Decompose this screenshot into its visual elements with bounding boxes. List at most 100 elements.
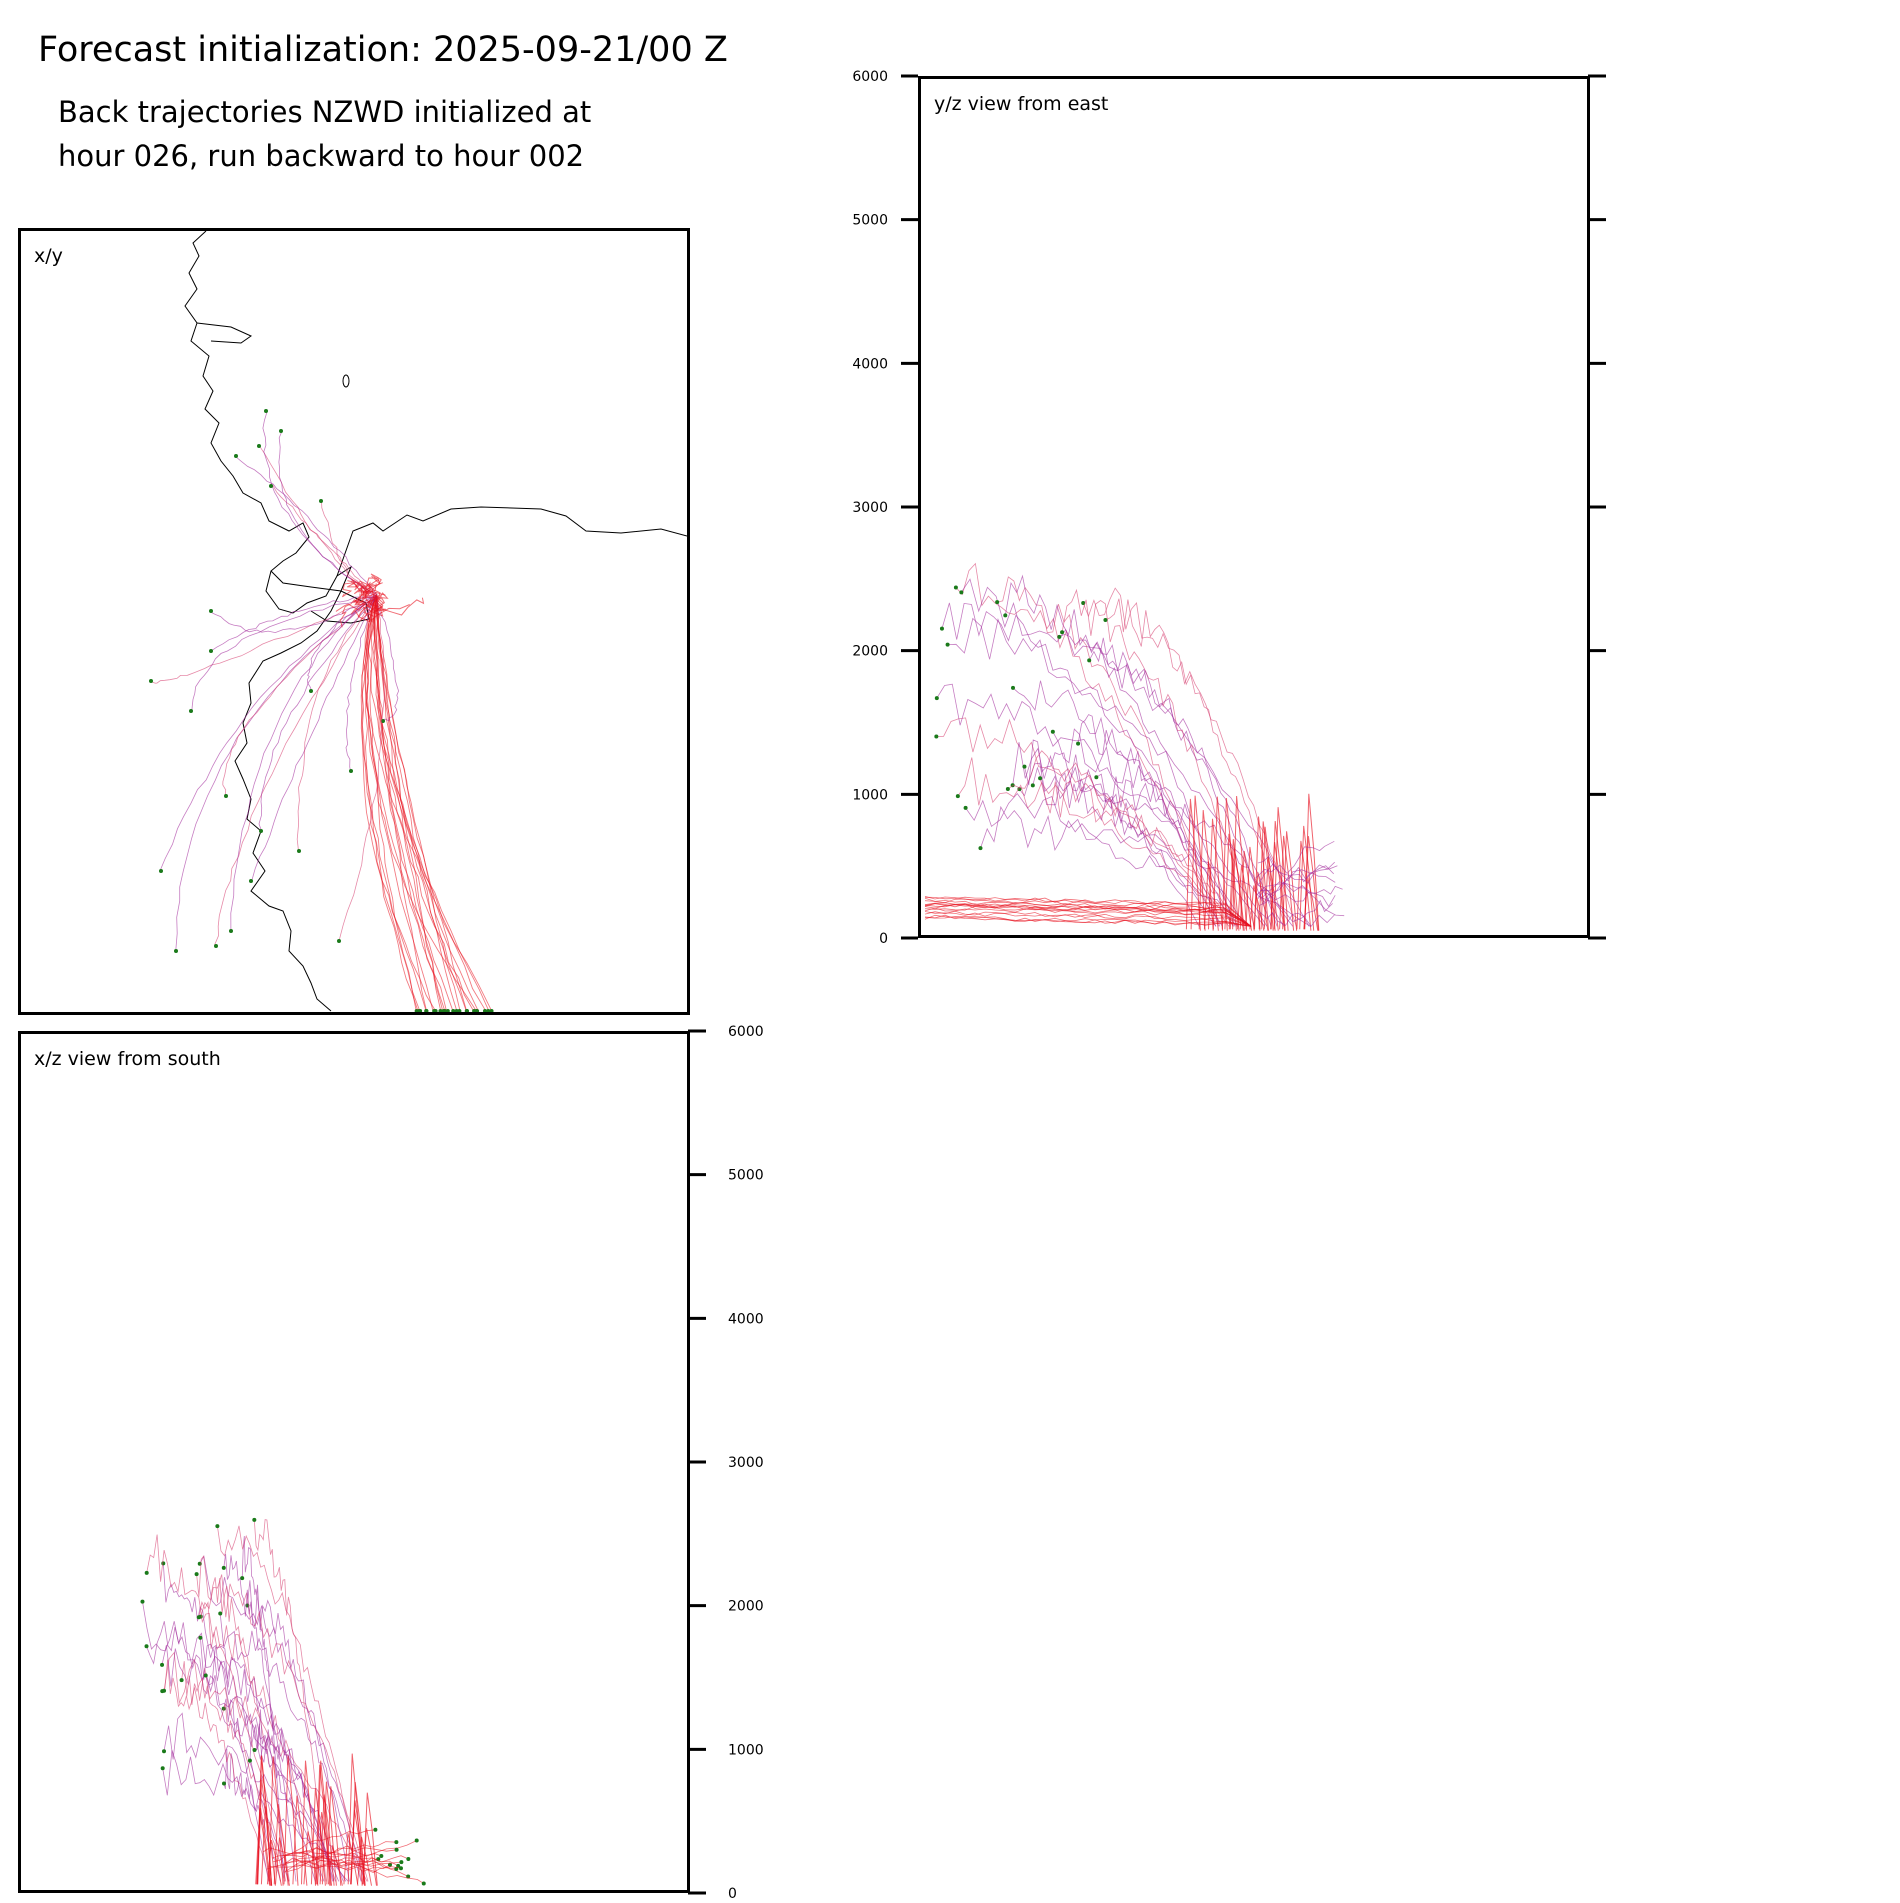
trajectory-line bbox=[159, 596, 378, 871]
trajectory-line bbox=[210, 596, 375, 652]
y-tick-label: 2000 bbox=[728, 1599, 764, 1615]
y-tick-label: 4000 bbox=[728, 1311, 764, 1327]
trajectory-line bbox=[1254, 816, 1269, 931]
trajectory-line bbox=[163, 1651, 368, 1882]
trajectory-line bbox=[375, 595, 461, 1012]
trajectory-start-marker bbox=[162, 1688, 167, 1693]
trajectory-start-marker bbox=[1030, 783, 1035, 788]
trajectory-line bbox=[292, 1795, 308, 1886]
trajectory-line bbox=[1203, 861, 1219, 931]
trajectory-line bbox=[936, 717, 1230, 927]
trajectory-start-marker bbox=[252, 1517, 257, 1522]
trajectory-line bbox=[1012, 742, 1266, 927]
trajectory-start-marker bbox=[489, 1009, 494, 1012]
trajectory-line bbox=[957, 757, 1238, 927]
trajectory-line bbox=[1260, 885, 1343, 902]
trajectory-line bbox=[376, 595, 400, 722]
trajectory-line bbox=[282, 1847, 399, 1867]
trajectory-line bbox=[255, 1811, 271, 1886]
trajectory-line bbox=[1024, 739, 1200, 927]
trajectory-start-marker bbox=[441, 1009, 446, 1012]
y-tick-label: 1000 bbox=[728, 1742, 764, 1758]
trajectory-start-marker bbox=[394, 1847, 399, 1852]
trajectory-line bbox=[146, 1534, 287, 1882]
trajectory-line bbox=[310, 1788, 326, 1886]
trajectory-start-marker bbox=[309, 689, 313, 693]
trajectory-line bbox=[1296, 840, 1312, 931]
trajectory-line bbox=[366, 597, 448, 1012]
trajectory-start-marker bbox=[189, 709, 193, 713]
trajectory-line bbox=[217, 1525, 362, 1882]
trajectory-line bbox=[1303, 877, 1319, 931]
trajectory-start-marker bbox=[1094, 775, 1099, 780]
trajectory-line bbox=[1282, 831, 1298, 931]
trajectory-line bbox=[163, 1712, 347, 1882]
trajectory-line bbox=[1255, 840, 1335, 879]
trajectory-line bbox=[360, 597, 437, 1012]
trajectory-line bbox=[1212, 796, 1228, 931]
trajectory-line bbox=[1032, 766, 1217, 927]
trajectory-start-marker bbox=[418, 1009, 423, 1012]
trajectory-start-marker bbox=[203, 1673, 208, 1678]
trajectory-line bbox=[1105, 598, 1286, 927]
trajectory-line bbox=[372, 596, 490, 1012]
coastline-north bbox=[336, 506, 687, 577]
trajectory-start-marker bbox=[474, 1009, 479, 1012]
trajectory-start-marker bbox=[215, 1524, 220, 1529]
trajectory-line bbox=[258, 597, 376, 833]
trajectory-start-marker bbox=[1050, 729, 1055, 734]
y-tick-label: 6000 bbox=[852, 69, 888, 85]
trajectory-line bbox=[1198, 810, 1214, 931]
trajectory-line bbox=[1260, 865, 1338, 892]
xy-plot-area bbox=[149, 231, 687, 1012]
trajectory-start-marker bbox=[252, 1748, 257, 1753]
trajectory-line bbox=[253, 1519, 327, 1882]
trajectory-line bbox=[1256, 909, 1335, 927]
trajectory-start-marker bbox=[198, 1635, 203, 1640]
trajectory-line bbox=[343, 1832, 359, 1886]
trajectory-start-marker bbox=[457, 1009, 462, 1012]
trajectory-start-marker bbox=[144, 1570, 149, 1575]
trajectory-start-marker bbox=[379, 1853, 384, 1858]
trajectory-line bbox=[369, 592, 389, 607]
trajectory-line bbox=[924, 914, 1252, 927]
trajectory-start-marker bbox=[433, 1009, 438, 1012]
trajectory-line bbox=[230, 597, 377, 931]
trajectory-line bbox=[257, 1779, 273, 1886]
trajectory-line bbox=[196, 1555, 290, 1882]
trajectory-line bbox=[365, 595, 478, 1012]
trajectory-line bbox=[266, 1853, 382, 1870]
trajectory-start-marker bbox=[160, 1662, 165, 1667]
trajectory-line bbox=[162, 1563, 269, 1882]
yz-plot-area bbox=[924, 562, 1345, 931]
trajectory-line bbox=[1004, 574, 1236, 927]
trajectory-start-marker bbox=[1076, 741, 1081, 746]
trajectory-start-marker bbox=[140, 1599, 145, 1604]
trajectory-line bbox=[281, 1841, 397, 1867]
trajectory-start-marker bbox=[257, 444, 261, 448]
trajectory-start-marker bbox=[953, 585, 958, 590]
trajectory-line bbox=[1237, 865, 1252, 931]
trajectory-line bbox=[1190, 795, 1206, 931]
trajectory-start-marker bbox=[963, 805, 968, 810]
trajectory-line bbox=[223, 1698, 316, 1882]
trajectory-line bbox=[219, 1613, 362, 1882]
trajectory-line bbox=[1229, 848, 1245, 931]
trajectory-line bbox=[223, 1553, 297, 1882]
trajectory-start-marker bbox=[959, 590, 964, 595]
trajectory-line bbox=[941, 602, 1239, 927]
trajectory-line bbox=[1255, 883, 1345, 917]
trajectory-line bbox=[258, 445, 377, 596]
trajectory-start-marker bbox=[482, 1009, 487, 1012]
y-tick-label: 5000 bbox=[852, 213, 888, 229]
trajectory-line bbox=[362, 1828, 377, 1886]
trajectory-line bbox=[235, 456, 378, 596]
y-tick-label: 4000 bbox=[852, 356, 888, 372]
xy-panel-label: x/y bbox=[34, 245, 63, 267]
trajectory-start-marker bbox=[209, 609, 213, 613]
trajectory-line bbox=[924, 910, 1252, 927]
trajectory-line bbox=[924, 902, 1252, 927]
trajectory-line bbox=[363, 596, 492, 1011]
trajectory-start-marker bbox=[221, 1565, 226, 1570]
trajectory-start-marker bbox=[1081, 600, 1086, 605]
